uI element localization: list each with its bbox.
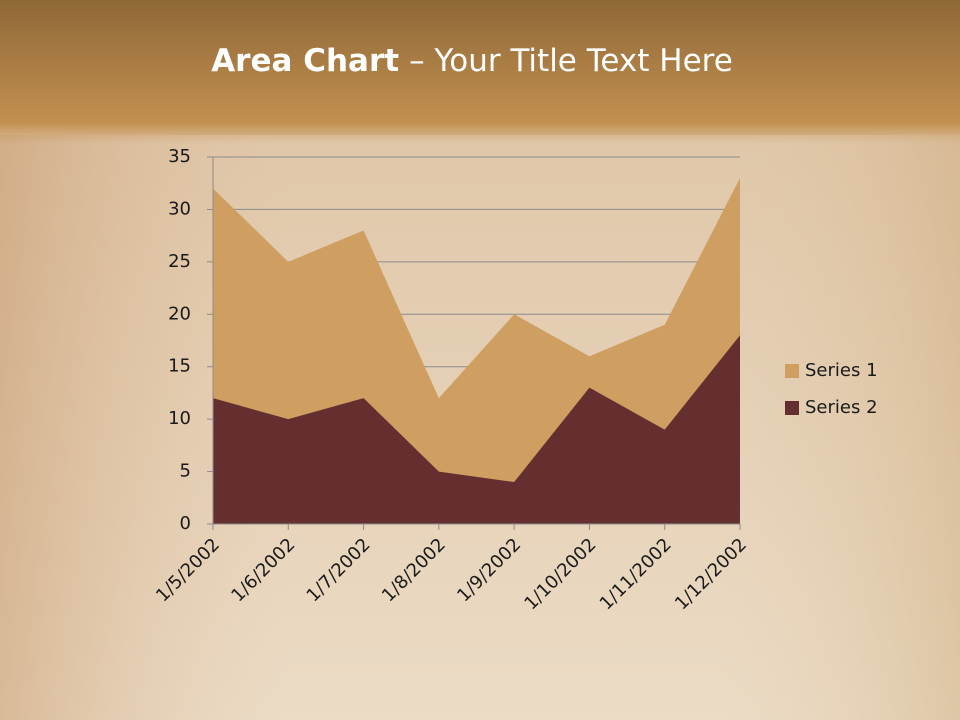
legend-label: Series 2 xyxy=(805,397,878,418)
y-tick-label: 15 xyxy=(168,356,191,377)
y-tick-label: 35 xyxy=(168,146,191,167)
title-rest: – Your Title Text Here xyxy=(409,43,733,79)
y-tick-label: 0 xyxy=(180,513,191,534)
title-bold: Area Chart xyxy=(211,43,399,79)
area xyxy=(213,335,740,524)
slide-title: Area Chart – Your Title Text Here xyxy=(211,43,733,79)
y-tick-label: 20 xyxy=(168,303,191,324)
y-tick-label: 10 xyxy=(168,408,191,429)
y-tick-label: 30 xyxy=(168,198,191,219)
y-tick-label: 5 xyxy=(180,461,191,482)
legend-swatch xyxy=(785,401,799,415)
y-tick-label: 25 xyxy=(168,251,191,272)
legend-label: Series 1 xyxy=(805,360,878,381)
legend-swatch xyxy=(785,364,799,378)
